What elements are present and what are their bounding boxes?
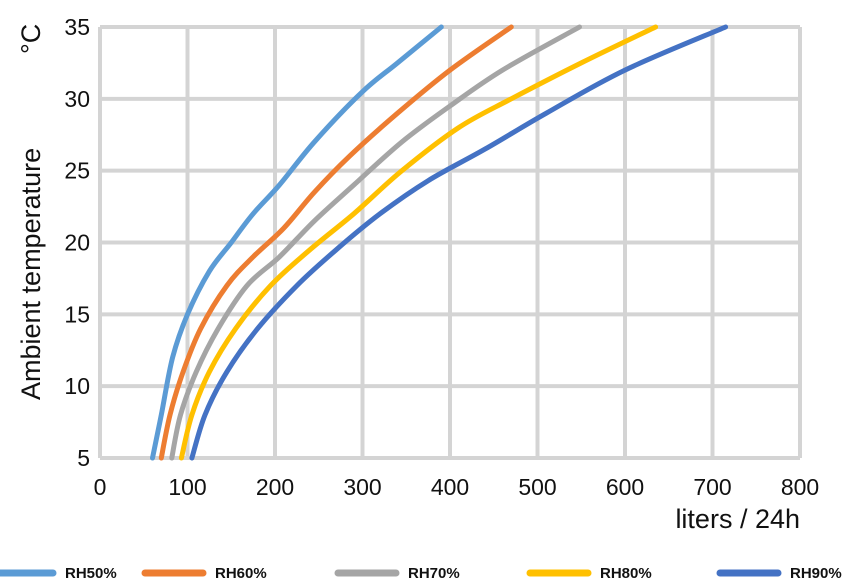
series-line-rh70 — [169, 24, 582, 461]
y-axis-label: Ambient temperature — [16, 148, 46, 400]
x-tick-label: 600 — [606, 474, 644, 500]
legend: RH50% RH60% RH70% RH80% RH90% — [0, 565, 842, 582]
series-line-rh90 — [189, 24, 729, 461]
y-tick-label: 30 — [64, 86, 90, 112]
x-tick-label: 400 — [431, 474, 469, 500]
legend-label: RH50% — [65, 565, 117, 582]
y-tick-label: 35 — [64, 14, 90, 40]
series-line-rh80 — [178, 24, 659, 461]
x-axis-ticks: 0 100 200 300 400 500 600 700 800 — [94, 474, 820, 500]
x-tick-label: 500 — [518, 474, 556, 500]
legend-item-rh80: RH80% — [526, 565, 652, 582]
series-lines — [150, 24, 729, 461]
legend-item-rh50: RH50% — [0, 565, 117, 582]
x-tick-label: 300 — [343, 474, 381, 500]
x-tick-label: 800 — [781, 474, 819, 500]
y-tick-label: 20 — [64, 230, 90, 256]
legend-label: RH80% — [600, 565, 652, 582]
y-tick-label: 25 — [64, 158, 90, 184]
grid — [98, 25, 802, 460]
series-line-rh50 — [150, 24, 444, 461]
series-line-rh60 — [158, 24, 514, 461]
y-tick-label: 10 — [64, 373, 90, 399]
legend-item-rh70: RH70% — [334, 565, 460, 582]
x-tick-label: 100 — [168, 474, 206, 500]
legend-label: RH70% — [408, 565, 460, 582]
x-tick-label: 0 — [94, 474, 107, 500]
x-tick-label: 700 — [693, 474, 731, 500]
y-tick-label: 5 — [77, 445, 90, 471]
y-tick-label: 15 — [64, 301, 90, 327]
y-axis-unit: °C — [16, 24, 46, 54]
legend-label: RH60% — [215, 565, 267, 582]
x-tick-label: 200 — [256, 474, 294, 500]
x-axis-label: liters / 24h — [675, 504, 800, 534]
y-axis-ticks: 5 10 15 20 25 30 35 — [64, 14, 90, 471]
legend-item-rh90: RH90% — [716, 565, 842, 582]
legend-label: RH90% — [790, 565, 842, 582]
legend-item-rh60: RH60% — [141, 565, 267, 582]
